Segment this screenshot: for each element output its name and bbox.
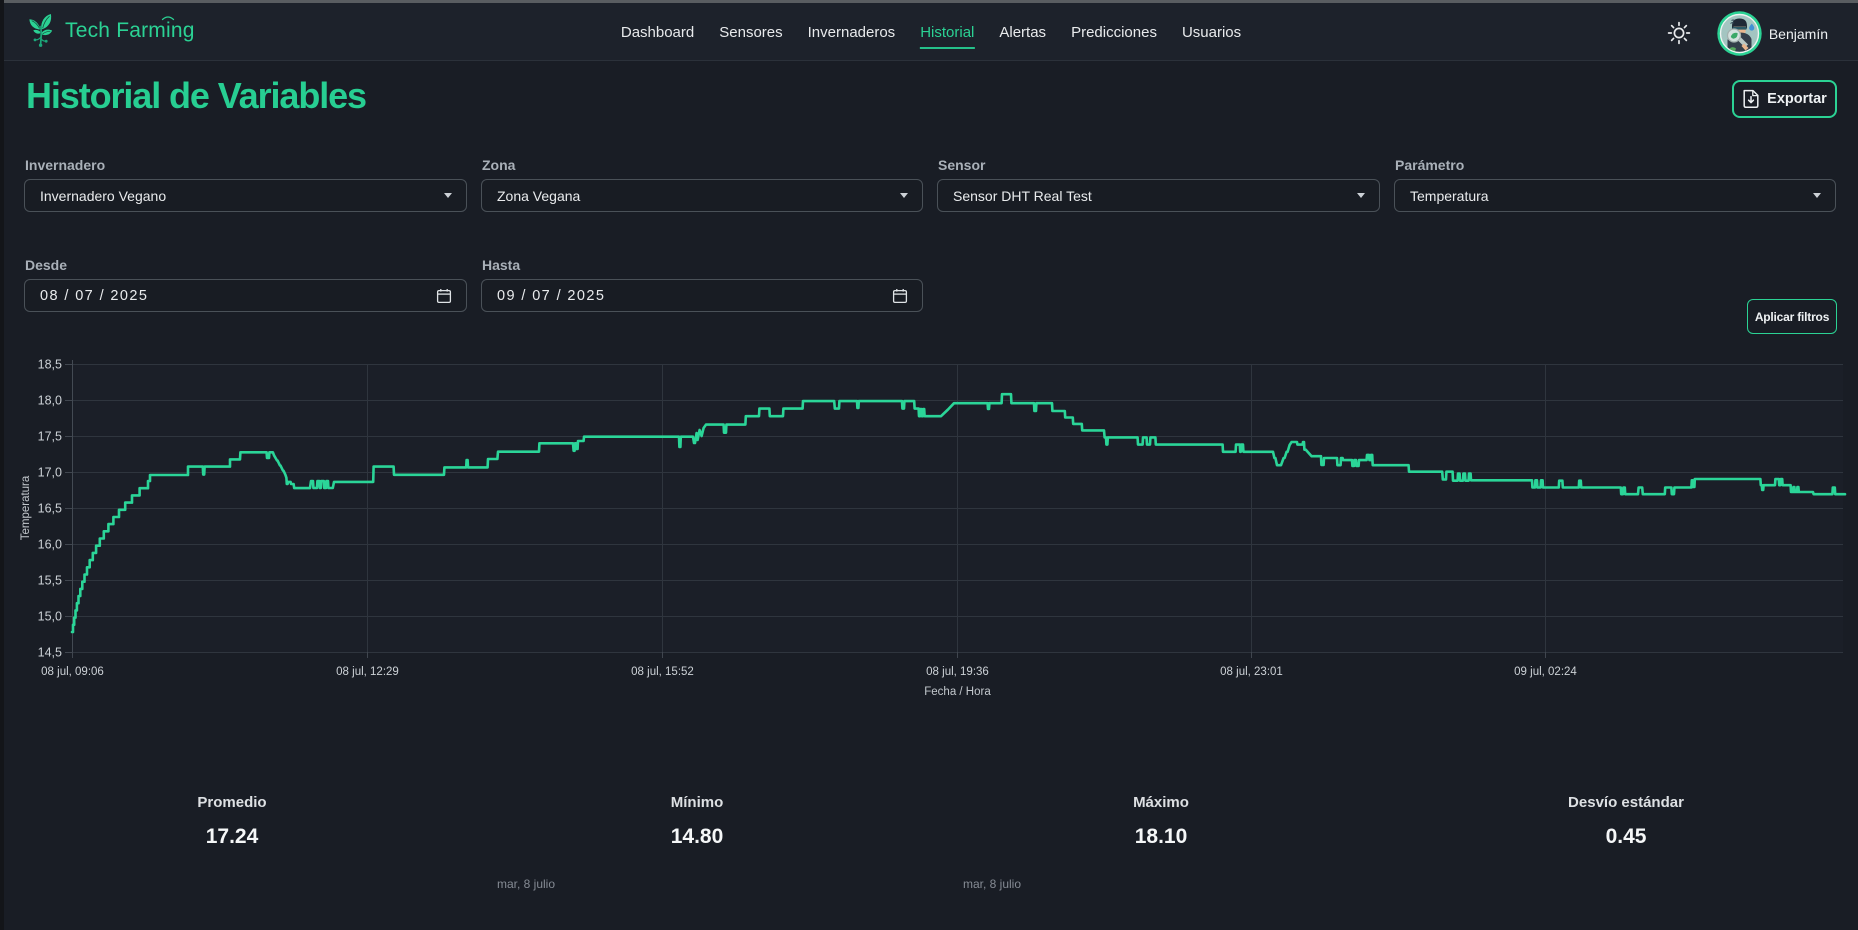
svg-text:18,0: 18,0 <box>38 394 62 408</box>
svg-text:17,5: 17,5 <box>38 430 62 444</box>
svg-text:16,0: 16,0 <box>38 538 62 552</box>
svg-text:09 jul, 02:24: 09 jul, 02:24 <box>1514 666 1577 678</box>
svg-text:18,5: 18,5 <box>38 358 62 372</box>
svg-text:17,0: 17,0 <box>38 466 62 480</box>
svg-text:08 jul, 19:36: 08 jul, 19:36 <box>926 666 989 678</box>
svg-text:Temperatura: Temperatura <box>20 475 32 540</box>
svg-text:08 jul, 15:52: 08 jul, 15:52 <box>631 666 694 678</box>
svg-text:16,5: 16,5 <box>38 502 62 516</box>
svg-text:15,5: 15,5 <box>38 574 62 588</box>
svg-text:08 jul, 09:06: 08 jul, 09:06 <box>41 666 104 678</box>
svg-text:08 jul, 23:01: 08 jul, 23:01 <box>1220 666 1283 678</box>
svg-text:Fecha / Hora: Fecha / Hora <box>924 686 991 698</box>
svg-text:15,0: 15,0 <box>38 610 62 624</box>
svg-text:14,5: 14,5 <box>38 646 62 660</box>
svg-text:08 jul, 12:29: 08 jul, 12:29 <box>336 666 399 678</box>
